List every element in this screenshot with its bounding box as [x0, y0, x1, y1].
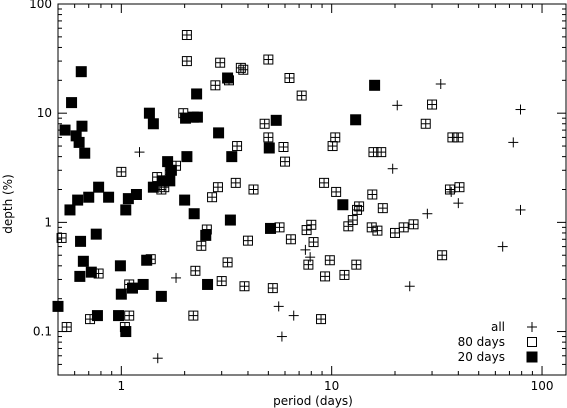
data-point: [276, 331, 287, 342]
data-point: [93, 181, 105, 193]
data-point: [114, 260, 126, 272]
data-point: [265, 222, 277, 234]
data-point: [226, 151, 238, 163]
data-point: [115, 288, 127, 300]
data-point: [147, 118, 159, 130]
data-point: [387, 163, 398, 174]
legend-label: 20 days: [458, 350, 505, 364]
data-point: [263, 142, 275, 154]
data-point: [171, 272, 182, 283]
data-point: [165, 164, 177, 176]
data-point: [74, 270, 86, 282]
data-point: [152, 353, 163, 364]
data-point: [515, 204, 526, 215]
legend-marker: [527, 337, 537, 347]
data-point: [64, 204, 76, 216]
data-point: [120, 326, 132, 338]
y-tick-label: 10: [37, 106, 52, 120]
x-tick-label: 100: [531, 379, 554, 393]
data-point: [155, 290, 167, 302]
data-point: [77, 255, 89, 267]
data-point: [164, 175, 176, 187]
data-point: [273, 301, 284, 312]
data-point: [72, 194, 84, 206]
data-point: [120, 204, 132, 216]
data-point: [369, 79, 381, 91]
x-axis-label: period (days): [273, 394, 353, 408]
data-point: [508, 137, 519, 148]
x-tick-label: 1: [118, 379, 126, 393]
data-point: [83, 191, 95, 203]
data-point: [350, 114, 362, 126]
legend-label: all: [491, 320, 505, 334]
data-point: [202, 278, 214, 290]
data-point: [113, 310, 125, 322]
data-point: [130, 188, 142, 200]
series-1: [56, 30, 465, 333]
data-point: [392, 100, 403, 111]
data-point: [188, 208, 200, 220]
data-point: [79, 147, 91, 159]
data-point: [103, 191, 115, 203]
data-point: [200, 229, 212, 241]
x-tick-label: 10: [324, 379, 339, 393]
data-point: [515, 104, 526, 115]
data-point: [288, 310, 299, 321]
data-point: [73, 136, 85, 148]
data-point: [137, 278, 149, 290]
data-point: [191, 111, 203, 123]
data-point: [453, 198, 464, 209]
data-point: [270, 114, 282, 126]
y-axis-label: depth (%): [1, 174, 15, 234]
data-point: [90, 228, 102, 240]
series-0: [134, 79, 526, 364]
data-point: [422, 208, 433, 219]
data-point: [497, 241, 508, 252]
y-tick-label: 0.1: [33, 325, 52, 339]
legend-marker: [526, 351, 538, 363]
y-tick-label: 1: [44, 215, 52, 229]
data-point: [75, 66, 87, 78]
data-point: [134, 147, 145, 158]
data-point: [435, 79, 446, 90]
data-point: [224, 214, 236, 226]
data-point: [404, 281, 415, 292]
series-2: [52, 66, 381, 338]
legend-marker: [527, 322, 537, 332]
data-point: [126, 282, 138, 294]
data-point: [305, 252, 316, 263]
data-point: [300, 244, 311, 255]
data-point: [222, 72, 234, 84]
data-point: [191, 88, 203, 100]
y-tick-label: 100: [29, 0, 52, 11]
data-point: [179, 194, 191, 206]
data-point: [147, 181, 159, 193]
data-point: [337, 199, 349, 211]
data-point: [213, 127, 225, 139]
data-point: [85, 266, 97, 278]
data-point: [91, 310, 103, 322]
data-point: [143, 107, 155, 119]
data-point: [181, 151, 193, 163]
data-point: [75, 235, 87, 247]
data-point: [52, 300, 64, 312]
data-point: [66, 97, 78, 109]
data-point: [141, 254, 153, 266]
legend-label: 80 days: [458, 335, 505, 349]
data-point: [76, 120, 88, 132]
data-point: [59, 124, 71, 136]
